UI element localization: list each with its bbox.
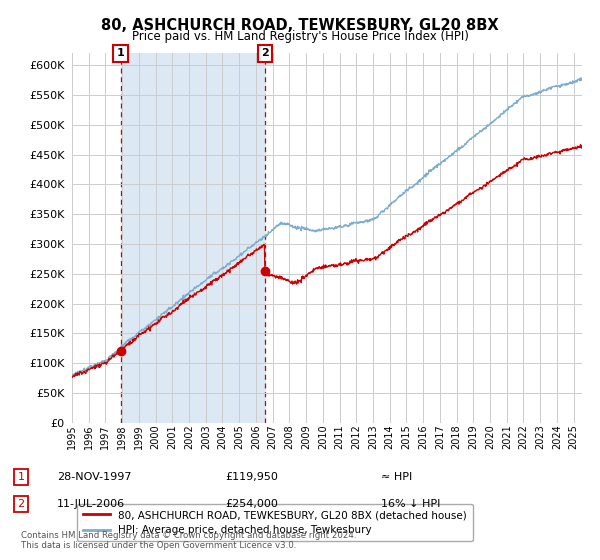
Text: 28-NOV-1997: 28-NOV-1997	[57, 472, 131, 482]
Text: 2: 2	[17, 499, 25, 509]
Text: Contains HM Land Registry data © Crown copyright and database right 2024.
This d: Contains HM Land Registry data © Crown c…	[21, 530, 356, 550]
Text: 16% ↓ HPI: 16% ↓ HPI	[381, 499, 440, 509]
Text: £119,950: £119,950	[225, 472, 278, 482]
Text: 2: 2	[261, 48, 269, 58]
Text: ≈ HPI: ≈ HPI	[381, 472, 412, 482]
Text: 11-JUL-2006: 11-JUL-2006	[57, 499, 125, 509]
Text: Price paid vs. HM Land Registry's House Price Index (HPI): Price paid vs. HM Land Registry's House …	[131, 30, 469, 43]
Text: 80, ASHCHURCH ROAD, TEWKESBURY, GL20 8BX: 80, ASHCHURCH ROAD, TEWKESBURY, GL20 8BX	[101, 18, 499, 33]
Text: £254,000: £254,000	[225, 499, 278, 509]
Text: 1: 1	[17, 472, 25, 482]
Legend: 80, ASHCHURCH ROAD, TEWKESBURY, GL20 8BX (detached house), HPI: Average price, d: 80, ASHCHURCH ROAD, TEWKESBURY, GL20 8BX…	[77, 504, 473, 542]
Text: 1: 1	[117, 48, 125, 58]
Bar	[121, 53, 265, 423]
